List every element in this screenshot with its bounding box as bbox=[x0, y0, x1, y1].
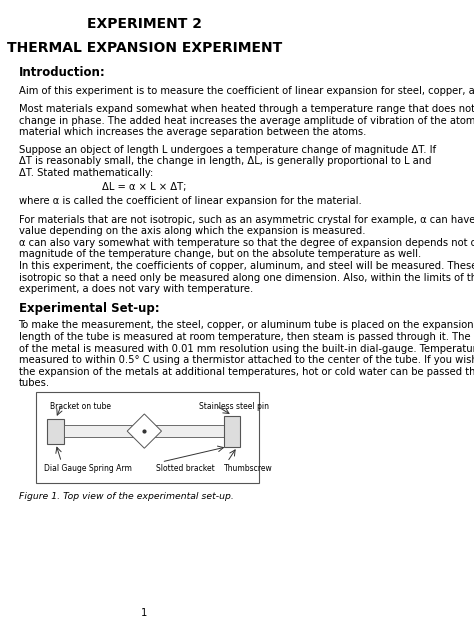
Text: ΔL = α × L × ΔT;: ΔL = α × L × ΔT; bbox=[102, 182, 187, 192]
Text: Slotted bracket: Slotted bracket bbox=[156, 464, 215, 473]
Text: THERMAL EXPANSION EXPERIMENT: THERMAL EXPANSION EXPERIMENT bbox=[7, 41, 282, 54]
Text: To make the measurement, the steel, copper, or aluminum tube is placed on the ex: To make the measurement, the steel, copp… bbox=[18, 321, 474, 389]
Polygon shape bbox=[127, 414, 162, 448]
Text: Suppose an object of length L undergoes a temperature change of magnitude ΔT. If: Suppose an object of length L undergoes … bbox=[18, 145, 436, 178]
Text: Introduction:: Introduction: bbox=[18, 66, 105, 79]
Bar bbox=[47, 419, 64, 444]
Text: Experimental Set-up:: Experimental Set-up: bbox=[18, 302, 159, 315]
Text: Figure 1. Top view of the experimental set-up.: Figure 1. Top view of the experimental s… bbox=[18, 492, 233, 501]
Bar bbox=[64, 425, 224, 438]
Text: In this experiment, the coefficients of copper, aluminum, and steel will be meas: In this experiment, the coefficients of … bbox=[18, 261, 474, 294]
Text: EXPERIMENT 2: EXPERIMENT 2 bbox=[87, 17, 202, 31]
Text: Dial Gauge Spring Arm: Dial Gauge Spring Arm bbox=[44, 464, 132, 473]
Text: Most materials expand somewhat when heated through a temperature range that does: Most materials expand somewhat when heat… bbox=[18, 104, 474, 138]
Text: Stainless steel pin: Stainless steel pin bbox=[199, 402, 269, 411]
Text: For materials that are not isotropic, such as an asymmetric crystal for example,: For materials that are not isotropic, su… bbox=[18, 215, 474, 259]
Text: Bracket on tube: Bracket on tube bbox=[50, 402, 111, 411]
Bar bbox=[36, 392, 259, 483]
Text: where α is called the coefficient of linear expansion for the material.: where α is called the coefficient of lin… bbox=[18, 196, 361, 206]
Text: 1: 1 bbox=[141, 608, 147, 618]
Text: Thumbscrew: Thumbscrew bbox=[224, 464, 273, 473]
Text: Aim of this experiment is to measure the coefficient of linear expansion for ste: Aim of this experiment is to measure the… bbox=[18, 86, 474, 96]
Bar bbox=[224, 416, 240, 447]
